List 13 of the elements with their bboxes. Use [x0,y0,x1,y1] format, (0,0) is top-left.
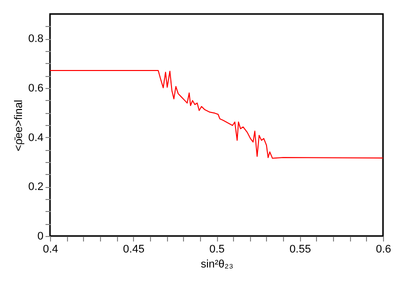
y-tick-label: 0.4 [28,132,44,144]
x-axis-title: sin²θ₂₃ [200,258,234,270]
x-tick-label: 0.45 [123,244,144,256]
y-tick-label: 0 [37,230,44,242]
x-tick-label: 0.4 [42,244,58,256]
y-tick-label: 0.2 [28,181,44,194]
x-tick-label: 0.5 [209,244,225,256]
line-series [50,70,384,159]
x-tick-label: 0.55 [290,244,311,256]
y-tick-label: 0.6 [28,82,44,94]
x-tick-label: 0.6 [376,244,392,256]
y-tick-label: 0.8 [28,33,44,46]
y-axis-title: <ρ̄ee>final [13,100,26,152]
